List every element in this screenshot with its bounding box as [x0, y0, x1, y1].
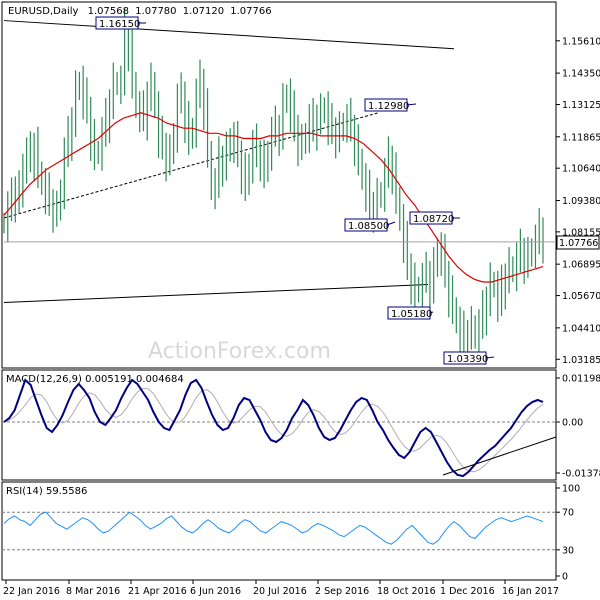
price-y-tick-label: 1.06895: [562, 260, 600, 271]
price-y-tick-label: 1.15610: [562, 36, 600, 47]
x-tick-label: 16 Jan 2017: [502, 586, 559, 597]
price-moving-average: [3, 112, 544, 283]
price-annotations: 1.16150 1.12980 1.08500 1.08720 1.05180 1.033…: [95, 16, 495, 365]
annotation-leader: [386, 221, 396, 226]
price-annotation-label: 1.03390: [447, 354, 488, 365]
price-candles: [3, 8, 544, 361]
price-annotation-label: 1.12980: [368, 101, 409, 112]
ohlc-high: 1.07780: [135, 6, 176, 17]
macd-signal-line: [3, 387, 544, 473]
rsi-title: RSI(14) 59.5586: [6, 486, 87, 497]
price-y-tick-label: 1.04410: [562, 323, 600, 334]
price-annotation-label: 1.16150: [99, 19, 140, 30]
macd-panel: [1, 369, 557, 481]
annotation-leader: [406, 103, 417, 106]
x-tick-label: 6 Jun 2016: [190, 586, 241, 597]
price-y-tick-label: 1.09380: [562, 196, 600, 207]
current-price-box: [556, 235, 600, 250]
rsi-line: [3, 511, 544, 545]
ohlc-close: 1.07766: [230, 6, 271, 17]
trendline: [3, 20, 455, 50]
price-y-tick-label: 1.13125: [562, 100, 600, 111]
x-tick-label: 1 Dec 2016: [440, 586, 495, 597]
macd-y-tick-label: -0.013788: [562, 469, 600, 480]
watermark: ActionForex.com: [148, 339, 331, 364]
symbol-title: EURUSD,Daily: [8, 6, 79, 17]
macd-line: [3, 378, 544, 478]
macd-title: MACD(12,26,9) 0.005191 0.004684: [6, 374, 184, 385]
macd-y-tick-label: 0.011982: [562, 374, 600, 385]
price-y-tick-label: 1.14350: [562, 69, 600, 80]
x-tick-label: 8 Mar 2016: [66, 586, 120, 597]
rsi-y-axis: 100 70 30 0: [556, 484, 580, 583]
price-y-tick-label: 1.11865: [562, 132, 600, 143]
price-panel: [1, 1, 557, 369]
rsi-y-tick-label: 30: [562, 545, 574, 556]
sma-line: [3, 112, 544, 283]
macd-y-axis: 0.011982 0.00 -0.013788: [556, 374, 600, 480]
rsi-lines: [2, 511, 556, 551]
annotation-leader: [429, 311, 434, 314]
ohlc-open: 1.07568: [88, 6, 129, 17]
price-y-tick-label: 1.10640: [562, 164, 600, 175]
price-y-axis: 1.15610 1.14350 1.13125 1.11865 1.10640 1.093…: [556, 36, 600, 366]
macd-y-tick-label: 0.00: [562, 418, 583, 429]
current-price-label: 1.07766: [559, 238, 598, 249]
annotation-leader: [485, 356, 495, 359]
rsi-panel: [1, 481, 557, 581]
price-annotation-label: 1.08500: [348, 221, 389, 232]
price-trendlines: [3, 20, 455, 303]
x-axis: 22 Jan 2016 8 Mar 2016 21 Apr 2016 6 Jun 20…: [3, 580, 559, 597]
trendline: [3, 284, 429, 303]
x-tick-label: 21 Apr 2016: [128, 586, 187, 597]
macd-lines: [2, 378, 557, 478]
ohlc-low: 1.07120: [183, 6, 224, 17]
price-title: EURUSD,Daily 1.07568 1.07780 1.07120 1.0…: [8, 6, 272, 17]
current-price-tag: 1.07766: [556, 235, 600, 250]
rsi-y-tick-label: 100: [562, 484, 580, 495]
x-tick-label: 18 Oct 2016: [377, 586, 436, 597]
price-y-tick-label: 1.03185: [562, 355, 600, 366]
rsi-y-tick-label: 0: [562, 572, 568, 583]
x-tick-label: 22 Jan 2016: [3, 586, 60, 597]
x-tick-label: 2 Sep 2016: [315, 586, 369, 597]
price-y-tick-label: 1.08155: [562, 227, 600, 238]
macd-trendline: [442, 436, 557, 476]
x-tick-label: 20 Jul 2016: [253, 586, 307, 597]
price-annotation-label: 1.05180: [391, 309, 432, 320]
price-annotation-label: 1.08720: [413, 214, 454, 225]
price-y-tick-label: 1.05670: [562, 291, 600, 302]
rsi-y-tick-label: 70: [562, 508, 574, 519]
